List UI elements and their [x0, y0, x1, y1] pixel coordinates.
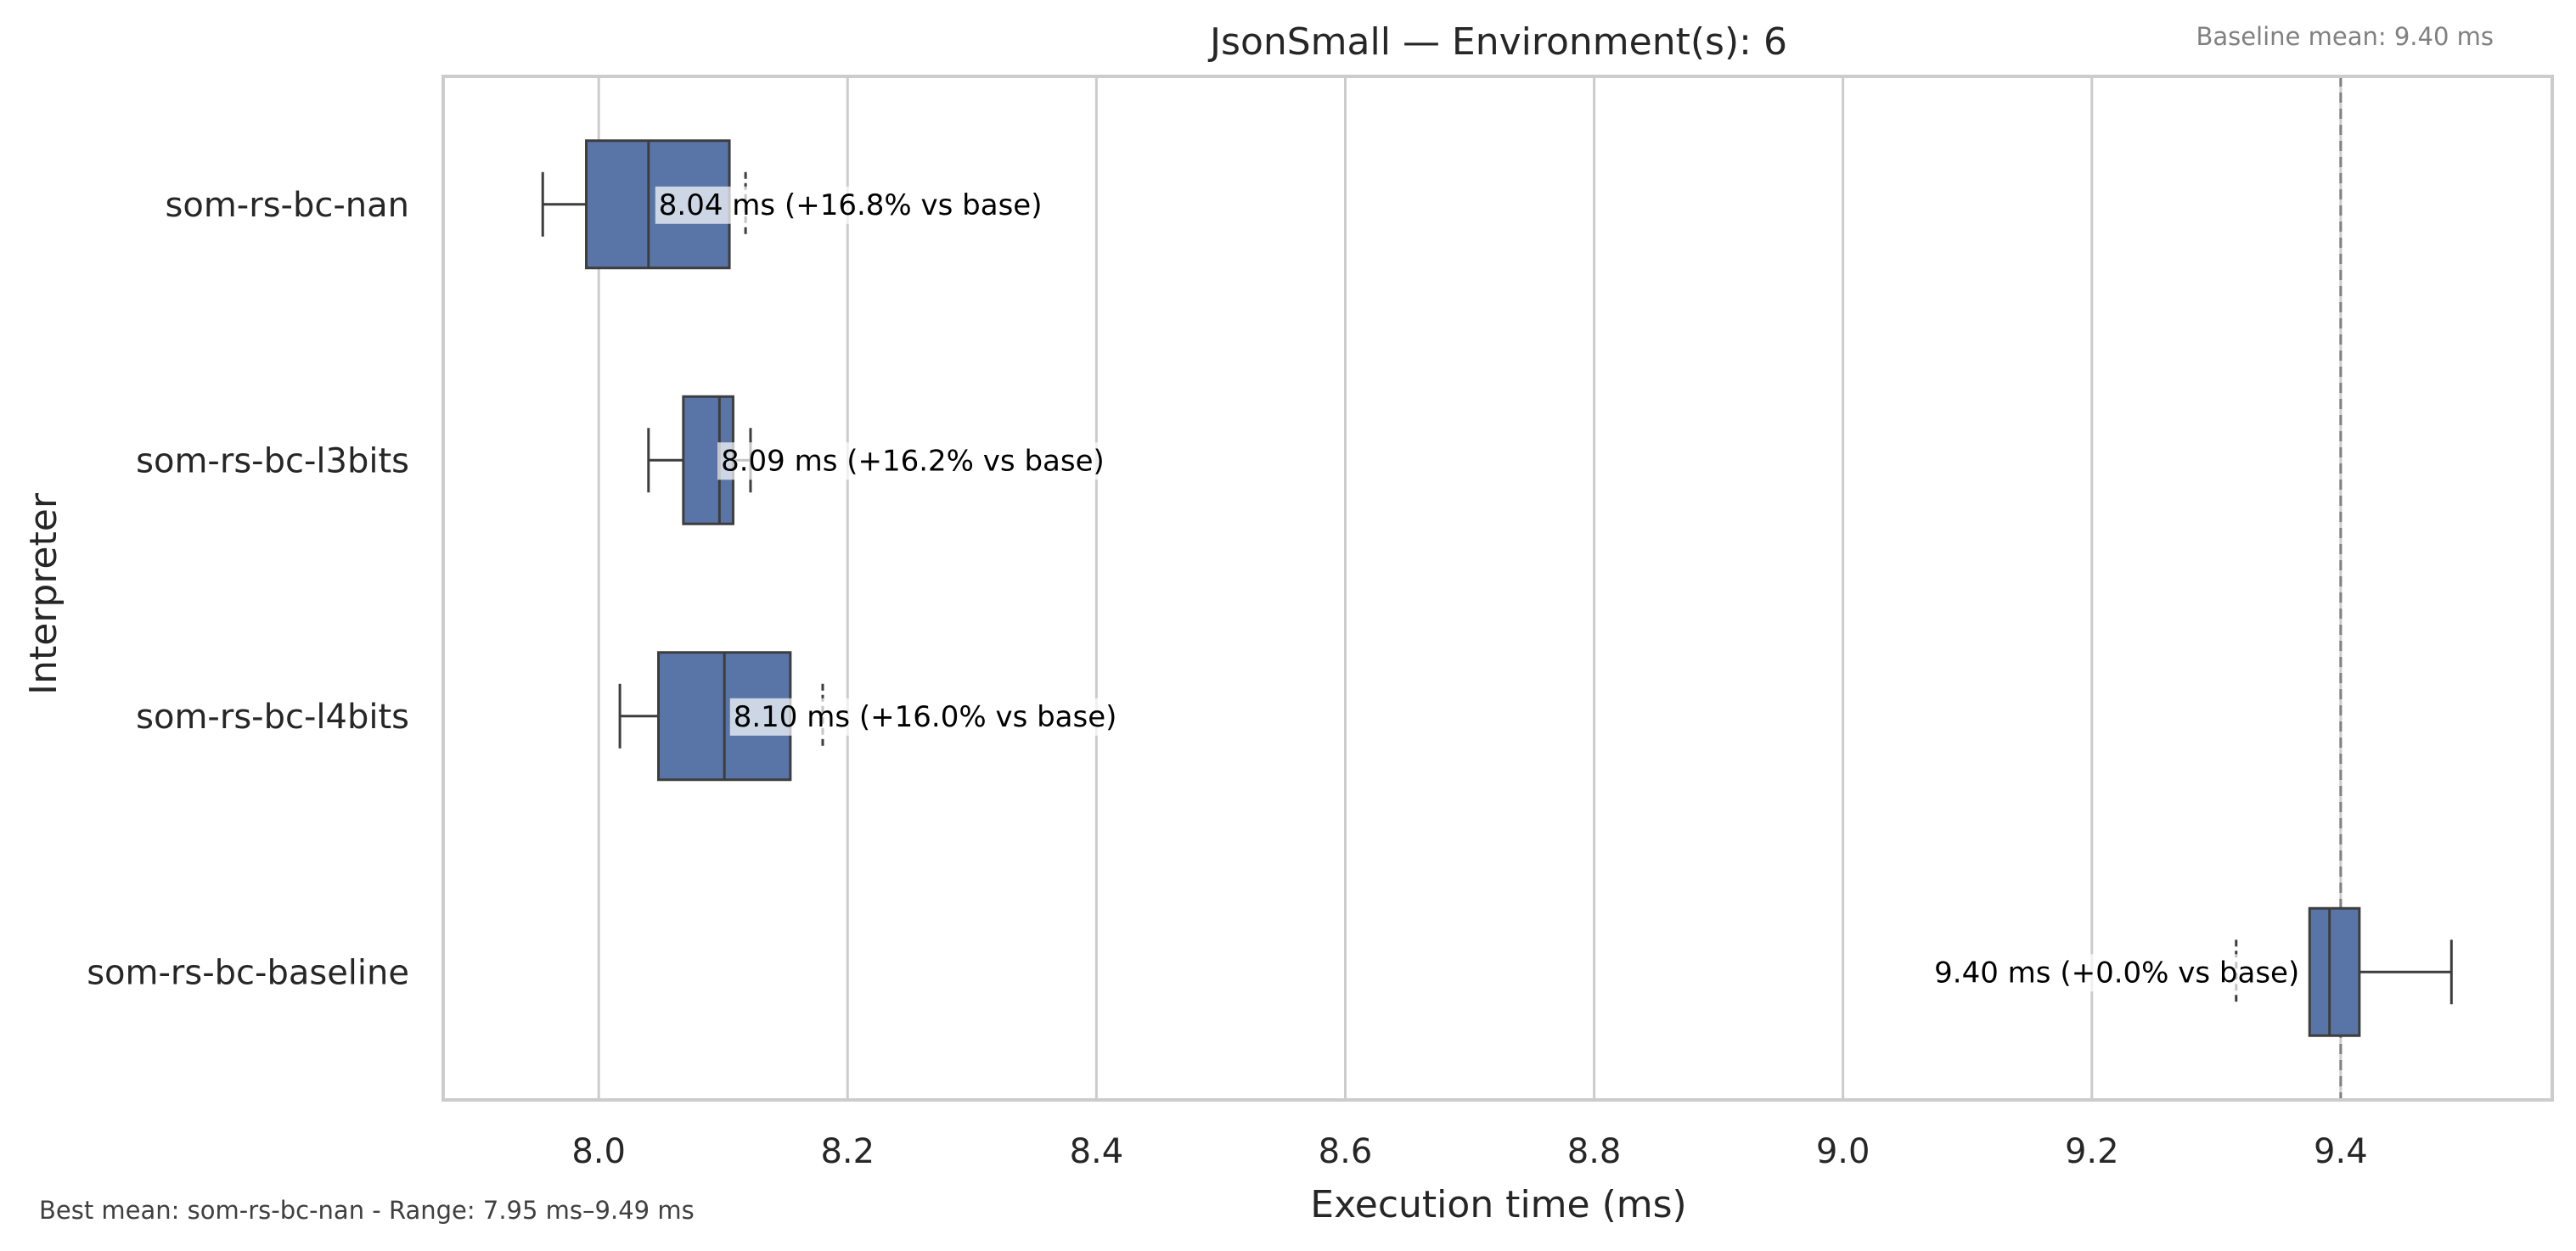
x-tick-label: 8.4	[1070, 1132, 1124, 1171]
box-group	[2235, 906, 2453, 1037]
x-tick-label: 9.0	[1816, 1132, 1870, 1171]
data-label: 8.04 ms (+16.8% vs base)	[659, 188, 1043, 222]
y-axis-ticks: som-rs-bc-nan som-rs-bc-l3bits som-rs-bc-l…	[87, 186, 409, 993]
y-tick-label: som-rs-bc-l3bits	[136, 441, 409, 480]
x-tick-label: 9.2	[2065, 1132, 2119, 1171]
y-tick-label: som-rs-bc-nan	[166, 186, 409, 225]
y-axis-label: Interpreter	[22, 492, 65, 695]
data-label-background	[717, 442, 1108, 480]
x-tick-label: 8.0	[571, 1132, 626, 1171]
baseline-mean-note: Baseline mean: 9.40 ms	[2196, 22, 2494, 51]
data-label: 9.40 ms (+0.0% vs base)	[1934, 956, 2299, 990]
x-axis-ticks: 8.0 8.2 8.4 8.6 8.8 9.0 9.2 9.4	[571, 1132, 2367, 1171]
chart-title: JsonSmall — Environment(s): 6	[1207, 20, 1787, 64]
x-tick-label: 8.8	[1567, 1132, 1622, 1171]
data-label-background	[729, 698, 1121, 736]
x-tick-label: 9.4	[2314, 1132, 2368, 1171]
x-tick-label: 8.2	[820, 1132, 875, 1171]
y-tick-label: som-rs-bc-baseline	[87, 953, 409, 992]
box-series	[541, 76, 2453, 1100]
data-label: 8.10 ms (+16.0% vs base)	[734, 700, 1117, 734]
plot-frame	[442, 75, 2554, 1102]
footer-note: Best mean: som-rs-bc-nan - Range: 7.95 m…	[39, 1196, 695, 1225]
grid-lines	[597, 76, 2343, 1100]
annotations: 8.04 ms (+16.8% vs base) 8.09 ms (+16.2% …	[655, 186, 2303, 992]
box-iqr	[2308, 906, 2361, 1037]
y-tick-label: som-rs-bc-l4bits	[136, 698, 409, 737]
data-label: 8.09 ms (+16.2% vs base)	[721, 444, 1105, 478]
data-label-background	[655, 186, 1046, 224]
data-label-background	[1931, 954, 2303, 992]
x-axis-label: Execution time (ms)	[1310, 1183, 1686, 1226]
x-tick-label: 8.6	[1319, 1132, 1373, 1171]
